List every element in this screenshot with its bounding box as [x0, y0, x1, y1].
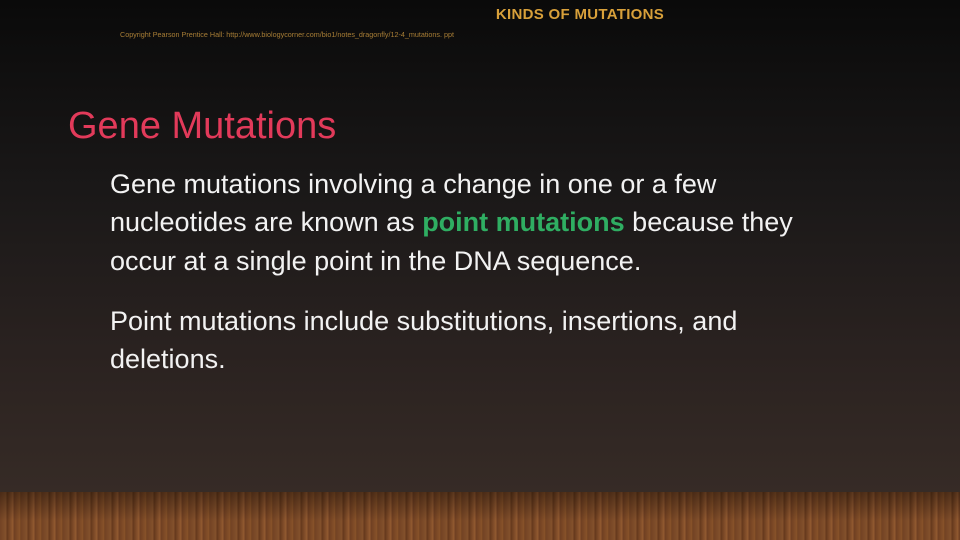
slide: KINDS OF MUTATIONS Copyright Pearson Pre…	[0, 0, 960, 540]
paragraph-1: Gene mutations involving a change in one…	[110, 165, 840, 280]
keyword-point-mutations: point mutations	[422, 207, 624, 237]
paragraph-2: Point mutations include substitutions, i…	[110, 302, 840, 379]
copyright-line: Copyright Pearson Prentice Hall: http://…	[120, 30, 454, 39]
body-text: Gene mutations involving a change in one…	[110, 165, 840, 401]
wood-floor	[0, 492, 960, 540]
slide-header-title: KINDS OF MUTATIONS	[0, 6, 960, 23]
section-title: Gene Mutations	[68, 105, 336, 148]
